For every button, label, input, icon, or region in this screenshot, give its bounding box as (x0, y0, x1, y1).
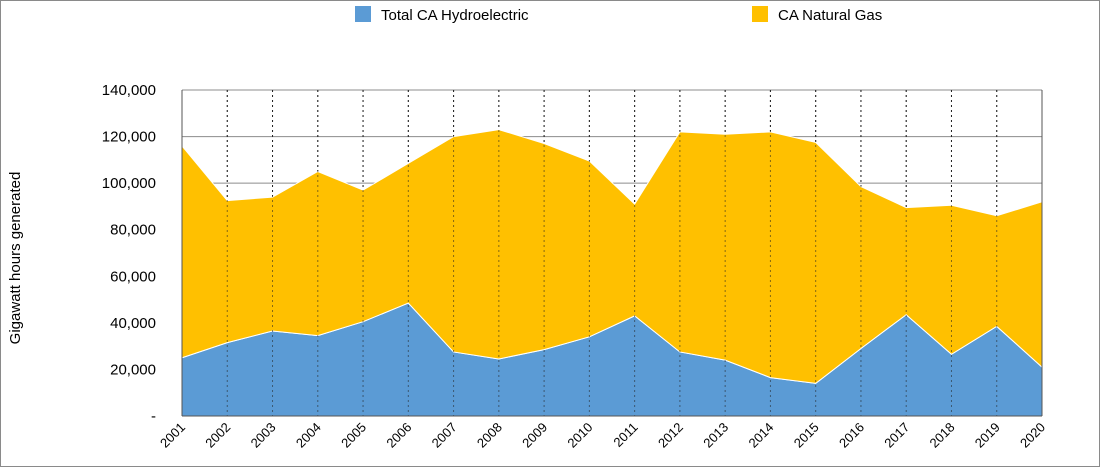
y-tick-label: 80,000 (110, 222, 156, 239)
x-tick-label: 2018 (927, 420, 958, 451)
y-tick-label: 20,000 (110, 361, 156, 378)
y-axis-label: Gigawatt hours generated (7, 172, 24, 345)
area-series (181, 90, 1043, 417)
x-tick-label: 2013 (700, 420, 731, 451)
legend-swatch-ca-natural-gas (752, 6, 768, 22)
x-tick-label: 2002 (202, 420, 233, 451)
x-tick-label: 2011 (610, 420, 640, 450)
x-tick-label: 2017 (881, 420, 912, 451)
legend: Total CA Hydroelectric CA Natural Gas (355, 6, 882, 24)
y-tick-label: 120,000 (102, 129, 156, 146)
x-tick-label: 2012 (655, 420, 686, 451)
x-tick-label: 2014 (745, 420, 776, 451)
y-tick-label: 60,000 (110, 268, 156, 285)
x-tick-labels: 2001 2002 2003 2004 2005 2006 2007 2008 2009 2010… (157, 420, 1048, 451)
legend-swatch-total-ca-hydroelectric (355, 6, 371, 22)
y-tick-labels: - 20,000 40,000 60,000 80,000 100,000 120,000 1… (102, 82, 156, 425)
x-tick-label: 2016 (836, 420, 867, 451)
x-tick-label: 2004 (293, 420, 324, 451)
x-tick-label: 2003 (248, 420, 279, 451)
legend-label-ca-natural-gas: CA Natural Gas (778, 7, 882, 24)
x-tick-label: 2005 (338, 420, 369, 451)
x-tick-label: 2010 (564, 420, 595, 451)
x-tick-label: 2007 (429, 420, 460, 451)
x-tick-label: 2006 (383, 420, 414, 451)
x-tick-label: 2015 (791, 420, 822, 451)
y-tick-label: 40,000 (110, 315, 156, 332)
x-tick-label: 2001 (157, 420, 188, 451)
y-tick-label: - (151, 408, 156, 425)
y-tick-label: 140,000 (102, 82, 156, 99)
legend-label-total-ca-hydroelectric: Total CA Hydroelectric (381, 7, 529, 24)
x-tick-label: 2020 (1017, 420, 1048, 451)
x-tick-label: 2009 (519, 420, 550, 451)
x-tick-label: 2008 (474, 420, 505, 451)
x-tick-label: 2019 (972, 420, 1003, 451)
axes (181, 90, 1043, 417)
y-tick-label: 100,000 (102, 175, 156, 192)
